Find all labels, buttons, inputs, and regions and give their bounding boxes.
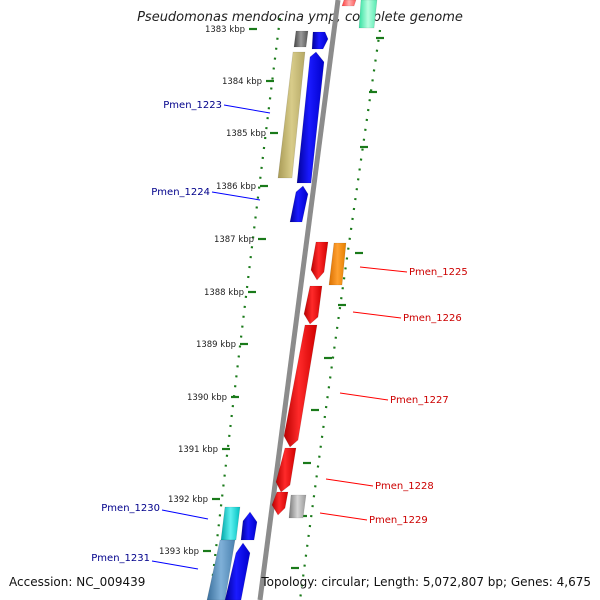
dark-grey-gene-feature[interactable] bbox=[293, 30, 309, 48]
kbp-tick-label: 1387 kbp bbox=[214, 235, 254, 245]
label-leader-line bbox=[161, 509, 209, 520]
map-title: Pseudomonas mendocina ymp, complete geno… bbox=[137, 10, 463, 25]
reverse-gene-arrow[interactable] bbox=[303, 285, 323, 325]
label-leader-line bbox=[211, 191, 261, 201]
reverse-gene-arrow[interactable] bbox=[271, 491, 289, 516]
forward-gene-arrow[interactable] bbox=[311, 31, 329, 50]
label-leader-line bbox=[352, 311, 402, 319]
forward-gene-arrow[interactable] bbox=[224, 542, 251, 600]
label-leader-line bbox=[319, 512, 368, 521]
kbp-tick-label: 1389 kbp bbox=[196, 340, 236, 350]
kbp-tick-label: 1386 kbp bbox=[216, 182, 256, 192]
genome-summary: Topology: circular; Length: 5,072,807 bp… bbox=[261, 575, 591, 589]
label-leader-line bbox=[223, 104, 271, 114]
label-leader-line bbox=[151, 560, 199, 570]
kbp-tick-label: 1392 kbp bbox=[168, 495, 208, 505]
forward-gene-arrow[interactable] bbox=[289, 185, 309, 223]
kbp-tick-label: 1390 kbp bbox=[187, 393, 227, 403]
reverse-gene-label[interactable]: Pmen_1228 bbox=[375, 481, 434, 492]
reverse-gene-label[interactable]: Pmen_1225 bbox=[409, 267, 468, 278]
kbp-tick-label: 1393 kbp bbox=[159, 547, 199, 557]
label-leader-line bbox=[325, 478, 374, 487]
grey-gene-feature[interactable] bbox=[288, 494, 307, 519]
reverse-gene-arrow[interactable] bbox=[283, 324, 318, 448]
kbp-tick-label: 1385 kbp bbox=[226, 129, 266, 139]
outer-tick-ring bbox=[298, 29, 382, 600]
label-leader-line bbox=[339, 392, 389, 401]
olive-gene-feature[interactable] bbox=[277, 51, 306, 179]
kbp-tick-label: 1384 kbp bbox=[222, 77, 262, 87]
forward-gene-arrow[interactable] bbox=[240, 511, 258, 541]
reverse-gene-label[interactable]: Pmen_1229 bbox=[369, 515, 428, 526]
accession-label: Accession: NC_009439 bbox=[9, 575, 146, 589]
reverse-gene-arrow[interactable] bbox=[275, 447, 297, 493]
inner-tick-ring bbox=[208, 17, 282, 600]
forward-gene-arrow[interactable] bbox=[296, 51, 325, 184]
genome-backbone bbox=[257, 0, 341, 600]
kbp-tick-label: 1388 kbp bbox=[204, 288, 244, 298]
kbp-tick-label: 1391 kbp bbox=[178, 445, 218, 455]
tick-marks: 1383 kbp 1384 kbp 1385 kbp 1386 kbp 1387 kbp… bbox=[159, 25, 384, 570]
forward-gene-label[interactable]: Pmen_1230 bbox=[101, 503, 160, 514]
gene-features bbox=[206, 0, 378, 600]
orange-gene-feature[interactable] bbox=[328, 242, 347, 286]
mint-gene-feature[interactable] bbox=[358, 0, 378, 29]
reverse-gene-label[interactable]: Pmen_1226 bbox=[403, 313, 462, 324]
forward-gene-label[interactable]: Pmen_1231 bbox=[91, 553, 150, 564]
forward-gene-label[interactable]: Pmen_1223 bbox=[163, 100, 222, 111]
cyan-gene-feature[interactable] bbox=[220, 506, 241, 541]
label-leader-line bbox=[359, 266, 408, 273]
gene-labels: Pmen_1223 Pmen_1224 Pmen_1230 Pmen_1231 Pmen… bbox=[91, 100, 468, 570]
reverse-gene-label[interactable]: Pmen_1227 bbox=[390, 395, 449, 406]
steel-gene-feature[interactable] bbox=[206, 539, 236, 600]
reverse-gene-arrow[interactable] bbox=[310, 241, 329, 281]
pink-gene-feature[interactable] bbox=[341, 0, 357, 7]
kbp-tick-label: 1383 kbp bbox=[205, 25, 245, 35]
forward-gene-label[interactable]: Pmen_1224 bbox=[151, 187, 210, 198]
